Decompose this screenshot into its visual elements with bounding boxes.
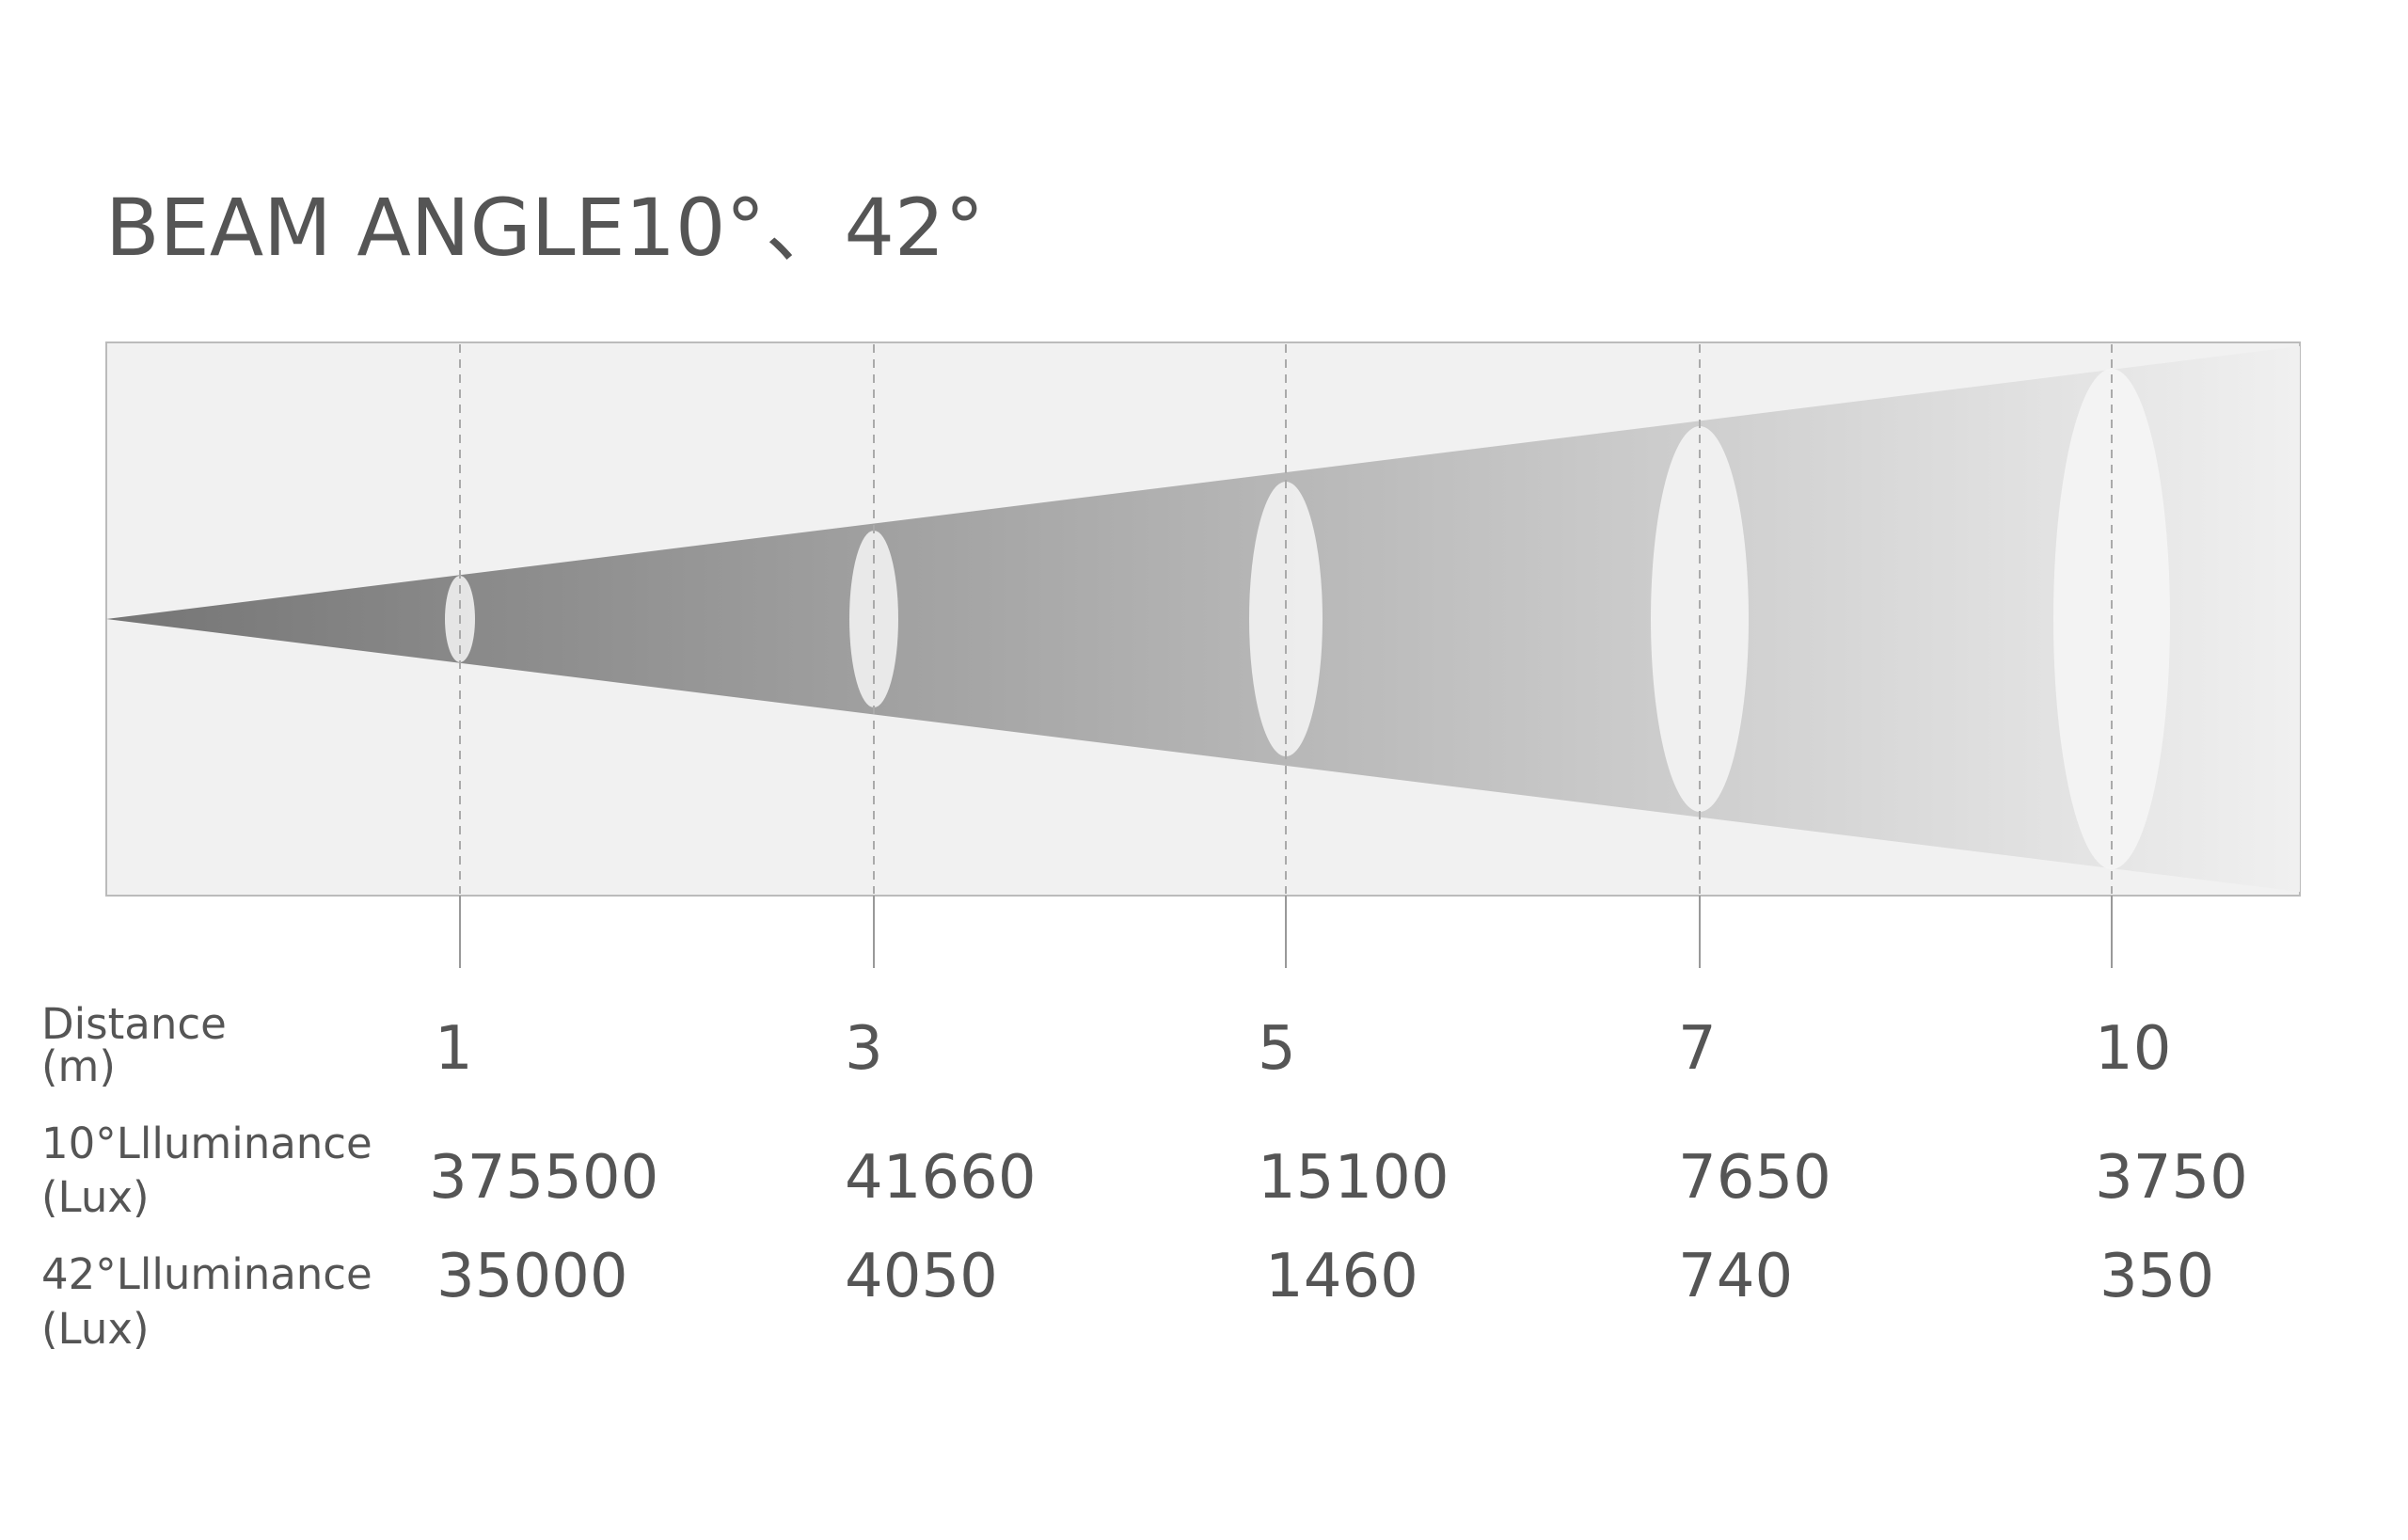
title: BEAM ANGLE10°、42° xyxy=(105,182,984,274)
cell-value: 35000 xyxy=(436,1242,628,1311)
cell-value: 350 xyxy=(2099,1242,2214,1311)
cell-value: 4050 xyxy=(845,1242,998,1311)
row-label: 10°Llluminance xyxy=(41,1119,372,1168)
cell-value: 41660 xyxy=(845,1143,1037,1213)
cell-value: 3 xyxy=(845,1014,883,1084)
cell-value: 1 xyxy=(435,1014,473,1084)
row-label: Distance xyxy=(41,999,227,1049)
row-label: (Lux) xyxy=(41,1172,150,1222)
cell-value: 1460 xyxy=(1265,1242,1418,1311)
cell-value: 7 xyxy=(1678,1014,1717,1084)
beam-cone xyxy=(106,346,2300,892)
cell-value: 375500 xyxy=(429,1143,658,1213)
cell-value: 10 xyxy=(2095,1014,2171,1084)
row-label: (m) xyxy=(41,1041,116,1091)
cell-value: 3750 xyxy=(2095,1143,2248,1213)
row-label: (Lux) xyxy=(41,1304,150,1354)
cell-value: 740 xyxy=(1678,1242,1793,1311)
row-label: 42°Llluminance xyxy=(41,1249,372,1299)
cell-value: 15100 xyxy=(1258,1143,1450,1213)
cell-value: 5 xyxy=(1258,1014,1296,1084)
cell-value: 7650 xyxy=(1678,1143,1831,1213)
